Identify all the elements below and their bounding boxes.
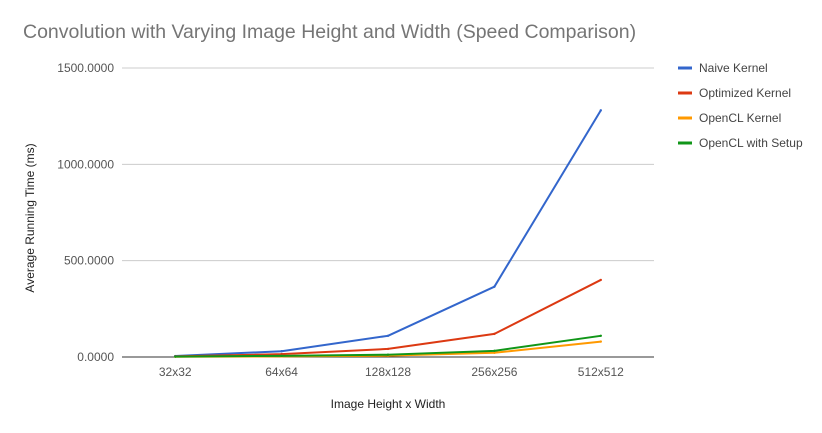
gridlines bbox=[122, 67, 654, 358]
data-point bbox=[386, 334, 390, 338]
data-point bbox=[599, 334, 602, 338]
legend: Naive Kernel Optimized Kernel OpenCL Kerne… bbox=[678, 61, 803, 150]
data-point bbox=[493, 285, 496, 288]
data-point bbox=[386, 347, 390, 351]
x-axis-ticks: 32x32 64x64 128x128 256x256 512x512 bbox=[159, 365, 624, 379]
y-tick-label: 1000.0000 bbox=[57, 157, 114, 171]
data-point bbox=[493, 332, 496, 336]
data-point bbox=[280, 352, 283, 356]
series-lines bbox=[174, 109, 602, 359]
x-tick-label: 256x256 bbox=[471, 365, 517, 379]
legend-label: Optimized Kernel bbox=[699, 86, 791, 100]
data-point bbox=[280, 350, 283, 353]
y-axis-ticks: 0.0000 500.0000 1000.0000 1500.0000 bbox=[57, 61, 114, 364]
legend-label: Naive Kernel bbox=[699, 61, 768, 75]
y-axis-label: Average Running Time (ms) bbox=[23, 143, 37, 292]
y-tick-label: 0.0000 bbox=[77, 350, 114, 364]
x-tick-label: 64x64 bbox=[265, 365, 298, 379]
data-point bbox=[174, 355, 177, 358]
data-point bbox=[386, 353, 390, 356]
data-point bbox=[599, 109, 602, 112]
legend-label: OpenCL Kernel bbox=[699, 111, 781, 125]
data-point bbox=[280, 354, 283, 358]
y-tick-label: 500.0000 bbox=[64, 254, 114, 268]
legend-label: OpenCL with Setup bbox=[699, 136, 803, 150]
chart-title: Convolution with Varying Image Height an… bbox=[23, 21, 637, 43]
data-point bbox=[599, 340, 602, 343]
y-tick-label: 1500.0000 bbox=[57, 61, 114, 75]
series-line-naive-kernel bbox=[175, 109, 602, 358]
data-point bbox=[493, 351, 496, 354]
x-tick-label: 512x512 bbox=[578, 365, 624, 379]
x-tick-label: 128x128 bbox=[365, 365, 411, 379]
x-axis-label: Image Height x Width bbox=[331, 397, 446, 411]
data-point bbox=[493, 349, 496, 353]
data-point bbox=[599, 278, 602, 282]
x-tick-label: 32x32 bbox=[159, 365, 192, 379]
